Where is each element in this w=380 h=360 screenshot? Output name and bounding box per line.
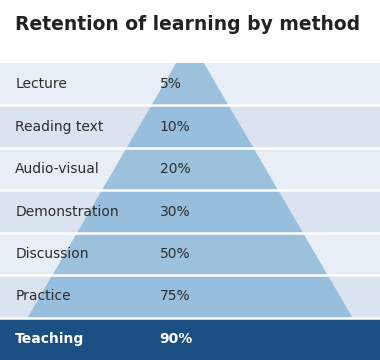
Bar bbox=[0, 318, 380, 360]
Bar bbox=[0, 148, 380, 190]
Bar bbox=[0, 105, 380, 148]
Bar bbox=[0, 318, 380, 360]
Text: Reading text: Reading text bbox=[15, 120, 104, 134]
Text: 10%: 10% bbox=[160, 120, 190, 134]
Text: 90%: 90% bbox=[160, 332, 193, 346]
Text: 75%: 75% bbox=[160, 289, 190, 303]
Text: Discussion: Discussion bbox=[15, 247, 89, 261]
Bar bbox=[0, 233, 380, 275]
Text: Retention of learning by method: Retention of learning by method bbox=[15, 15, 360, 34]
Polygon shape bbox=[0, 39, 380, 360]
Text: Teaching: Teaching bbox=[15, 332, 84, 346]
Bar bbox=[0, 190, 380, 233]
Text: Lecture: Lecture bbox=[15, 77, 67, 91]
Text: 5%: 5% bbox=[160, 77, 182, 91]
Text: 30%: 30% bbox=[160, 204, 190, 219]
Text: Practice: Practice bbox=[15, 289, 71, 303]
Text: 20%: 20% bbox=[160, 162, 190, 176]
Text: 50%: 50% bbox=[160, 247, 190, 261]
Text: Demonstration: Demonstration bbox=[15, 204, 119, 219]
Text: Audio-visual: Audio-visual bbox=[15, 162, 100, 176]
Bar bbox=[0, 63, 380, 105]
Bar bbox=[0, 275, 380, 318]
